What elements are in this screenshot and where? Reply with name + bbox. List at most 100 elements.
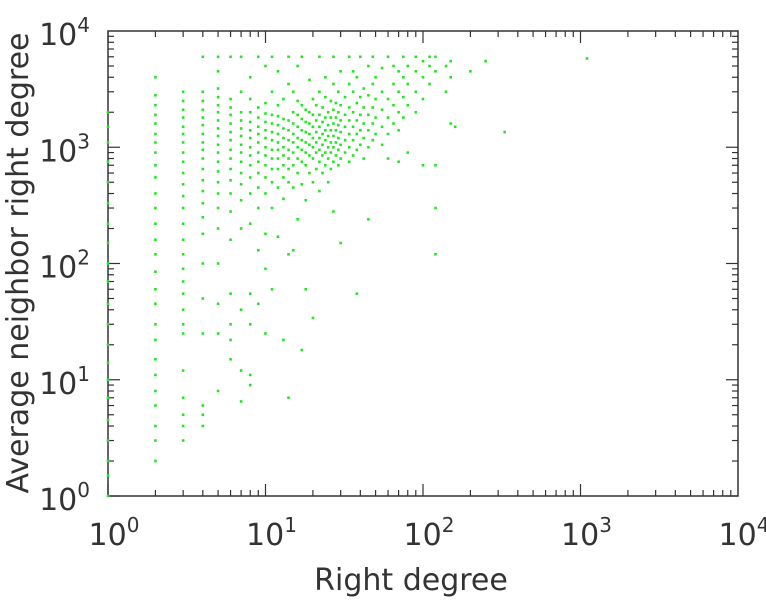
data-point — [216, 192, 220, 195]
data-point — [276, 157, 280, 160]
data-point — [296, 145, 299, 149]
data-point — [434, 253, 437, 256]
data-point — [270, 122, 274, 125]
data-point — [339, 143, 342, 147]
data-point — [229, 130, 232, 134]
data-point — [334, 128, 338, 132]
data-point — [201, 215, 205, 219]
data-point — [304, 108, 308, 112]
data-point — [343, 125, 347, 129]
data-point — [264, 145, 267, 149]
data-point — [201, 99, 205, 103]
data-point — [248, 192, 252, 195]
data-point — [282, 338, 285, 342]
data-point — [326, 110, 330, 114]
data-point — [264, 267, 267, 271]
data-point — [201, 141, 205, 144]
data-point — [402, 95, 405, 99]
data-point — [371, 82, 375, 86]
data-point — [282, 127, 285, 130]
data-point — [229, 178, 232, 182]
data-point — [229, 122, 232, 125]
data-point — [367, 145, 370, 149]
data-point — [154, 222, 157, 225]
data-point — [428, 82, 431, 86]
data-point — [229, 192, 232, 195]
data-point — [276, 167, 280, 171]
data-point — [201, 424, 205, 428]
data-point — [300, 103, 304, 107]
data-point — [154, 176, 157, 179]
data-point — [304, 163, 308, 167]
data-point — [397, 160, 400, 164]
data-point — [239, 308, 243, 312]
data-point — [201, 178, 205, 182]
data-point — [304, 287, 308, 291]
data-point — [248, 75, 252, 79]
data-point — [216, 103, 220, 107]
data-point — [229, 210, 232, 213]
data-point — [304, 198, 308, 202]
y-tick-label: 100 — [39, 478, 90, 518]
data-point — [311, 125, 315, 129]
data-point — [287, 396, 290, 400]
data-point — [216, 160, 220, 164]
data-point — [229, 55, 232, 59]
data-point — [106, 302, 110, 306]
data-point — [270, 113, 274, 117]
data-point — [201, 413, 205, 417]
data-point — [324, 128, 327, 132]
data-point — [248, 110, 252, 114]
data-point — [154, 122, 157, 125]
data-point — [256, 160, 260, 164]
data-point — [154, 103, 157, 107]
data-point — [321, 106, 324, 109]
data-point — [181, 160, 185, 164]
data-point — [414, 55, 418, 59]
data-point — [239, 400, 243, 403]
data-point — [239, 183, 243, 186]
data-point — [264, 332, 267, 335]
data-point — [402, 75, 405, 79]
data-point — [154, 113, 157, 117]
data-point — [216, 55, 220, 59]
data-point — [181, 125, 185, 129]
data-point — [239, 143, 243, 147]
data-point — [300, 160, 304, 164]
data-point — [229, 97, 232, 101]
data-point — [248, 292, 252, 295]
data-point — [392, 82, 395, 86]
data-point — [386, 116, 390, 119]
data-point — [256, 132, 260, 136]
data-point — [311, 180, 315, 184]
data-point — [276, 235, 280, 239]
data-point — [392, 64, 395, 68]
data-point — [181, 238, 185, 242]
data-point — [318, 125, 321, 129]
data-point — [334, 116, 338, 119]
data-point — [321, 143, 324, 147]
data-point — [326, 123, 330, 127]
data-point — [332, 210, 335, 213]
data-point — [421, 163, 425, 167]
data-point — [329, 128, 333, 132]
data-point — [154, 424, 157, 428]
data-point — [270, 148, 274, 152]
data-point — [291, 110, 295, 114]
data-point — [380, 143, 384, 147]
data-point — [154, 302, 157, 306]
data-point — [287, 180, 290, 184]
data-point — [270, 138, 274, 142]
data-point — [392, 122, 395, 125]
data-point — [270, 287, 274, 291]
data-point — [347, 106, 351, 109]
data-point — [264, 120, 267, 124]
data-point — [334, 141, 338, 144]
data-point — [239, 151, 243, 154]
data-point — [106, 241, 110, 245]
data-point — [181, 132, 185, 136]
data-point — [229, 157, 232, 160]
data-point — [334, 101, 338, 105]
data-point — [308, 171, 311, 175]
data-point — [106, 280, 110, 283]
